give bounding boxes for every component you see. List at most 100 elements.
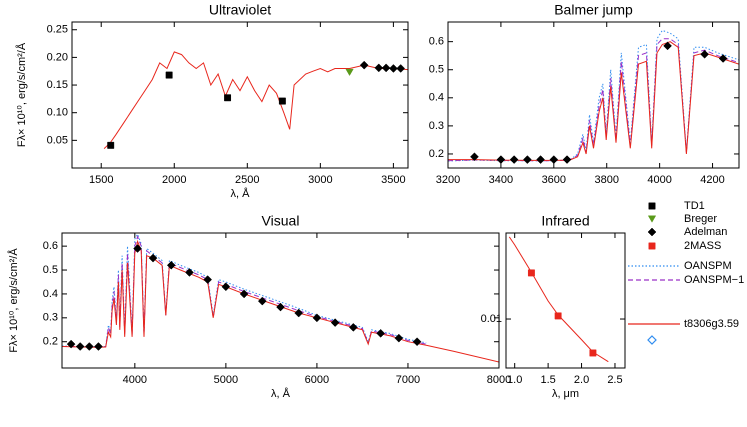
- diamond-marker: [700, 49, 709, 59]
- diamond-marker: [389, 64, 398, 73]
- y-axis-label: Fλ× 10¹⁰, erg/s/cm²/Å: [7, 248, 20, 353]
- diamond-marker: [203, 275, 213, 284]
- diamond-marker: [470, 152, 479, 162]
- y-tick-label: 0.15: [47, 79, 68, 91]
- x-tick-label: 2.5: [607, 374, 622, 386]
- x-tick-label: 2000: [162, 174, 186, 186]
- legend-label: OANSPM−1: [684, 274, 744, 286]
- diamond-marker: [396, 64, 406, 73]
- diamond-marker: [536, 155, 545, 164]
- x-tick-label: 3200: [436, 174, 460, 186]
- x-axis-label: λ, Å: [271, 387, 291, 400]
- diamond-marker: [84, 342, 94, 351]
- x-tick-label: 3500: [381, 174, 405, 186]
- plot-frame: [71, 21, 409, 169]
- diamond-marker: [166, 260, 176, 270]
- triangle-marker: [345, 68, 354, 77]
- panel-title: Visual: [262, 213, 300, 229]
- x-tick-label: 2500: [235, 174, 259, 186]
- diamond-marker: [562, 155, 572, 164]
- panel-title: Infrared: [541, 213, 589, 229]
- diamond-marker: [276, 302, 285, 312]
- diamond-marker: [94, 342, 103, 351]
- y-tick-label: 0.6: [43, 240, 58, 252]
- x-tick-label: 6000: [305, 374, 329, 386]
- y-tick-label: 0.01: [481, 313, 502, 325]
- diamond-marker: [509, 155, 519, 164]
- x-tick-label: 1.5: [540, 374, 555, 386]
- diamond-marker: [663, 41, 672, 51]
- x-tick-label: 1.0: [507, 374, 522, 386]
- x-tick-label: 3400: [489, 174, 513, 186]
- diamond-marker: [221, 282, 231, 292]
- x-tick-label: 3000: [308, 174, 332, 186]
- plot-frame: [505, 232, 626, 369]
- y-tick-label: 0.10: [47, 107, 68, 119]
- square-marker: [589, 349, 597, 357]
- y-tick-label: 0.3: [43, 312, 58, 324]
- x-tick-label: 8000: [487, 374, 511, 386]
- diamond-marker: [523, 155, 532, 164]
- panel-title: Ultraviolet: [209, 2, 271, 18]
- x-tick-label: 4000: [647, 174, 671, 186]
- diamond-marker: [376, 329, 385, 338]
- x-tick-label: 3600: [542, 174, 566, 186]
- y-tick-label: 0.5: [43, 264, 58, 276]
- x-tick-label: 7000: [396, 374, 420, 386]
- x-tick-label: 4000: [123, 374, 147, 386]
- y-tick-label: 0.2: [429, 148, 444, 160]
- dotted-line: [62, 233, 427, 348]
- square-marker: [278, 97, 286, 105]
- diamond-marker: [549, 155, 559, 164]
- panel-title: Balmer jump: [554, 2, 633, 18]
- y-axis-label: Fλ× 10¹⁰, erg/s/cm²/Å: [15, 42, 28, 147]
- solid-line: [508, 236, 609, 363]
- legend-label: Breger: [684, 213, 717, 225]
- x-axis-label: λ, μm: [552, 388, 579, 400]
- diamond-marker: [66, 339, 76, 349]
- square-marker: [224, 94, 232, 102]
- square-marker: [554, 312, 562, 320]
- y-tick-label: 0.05: [47, 134, 68, 146]
- x-tick-label: 1500: [89, 174, 113, 186]
- square-marker: [648, 242, 656, 250]
- diamond-marker: [294, 308, 304, 318]
- diamond-marker: [381, 63, 391, 73]
- plot-frame: [447, 21, 740, 169]
- y-tick-label: 0.5: [429, 64, 444, 76]
- x-tick-label: 3800: [594, 174, 618, 186]
- legend-label: Adelman: [684, 226, 727, 238]
- square-marker: [107, 141, 115, 149]
- legend-open-diamond: [647, 335, 657, 345]
- square-marker: [527, 269, 535, 277]
- x-axis-label: λ, Å: [231, 187, 251, 200]
- y-tick-label: 0.25: [47, 24, 68, 36]
- diamond-marker: [133, 244, 142, 253]
- diamond-marker: [496, 155, 506, 164]
- y-tick-label: 0.20: [47, 51, 68, 63]
- y-tick-label: 0.4: [43, 288, 58, 300]
- solid-line: [103, 51, 408, 149]
- solid-line: [62, 239, 499, 363]
- dashed-line: [448, 38, 739, 162]
- y-tick-label: 0.6: [429, 36, 444, 48]
- dotted-line: [448, 29, 739, 162]
- diamond-marker: [359, 60, 369, 70]
- diamond-marker: [330, 318, 340, 327]
- diamond-marker: [348, 323, 358, 332]
- square-marker: [165, 71, 173, 79]
- diamond-marker: [412, 337, 422, 347]
- x-tick-label: 4200: [700, 174, 724, 186]
- y-tick-label: 0.2: [43, 336, 58, 348]
- triangle-marker: [647, 215, 657, 223]
- diamond-marker: [647, 227, 657, 237]
- diamond-marker: [148, 253, 158, 263]
- legend-label: t8306g3.59: [684, 318, 739, 330]
- x-tick-label: 2.0: [574, 374, 589, 386]
- diamond-marker: [718, 54, 728, 63]
- legend-label: 2MASS: [684, 240, 721, 252]
- y-tick-label: 0.3: [429, 120, 444, 132]
- diamond-marker: [75, 342, 85, 351]
- diamond-marker: [394, 333, 404, 343]
